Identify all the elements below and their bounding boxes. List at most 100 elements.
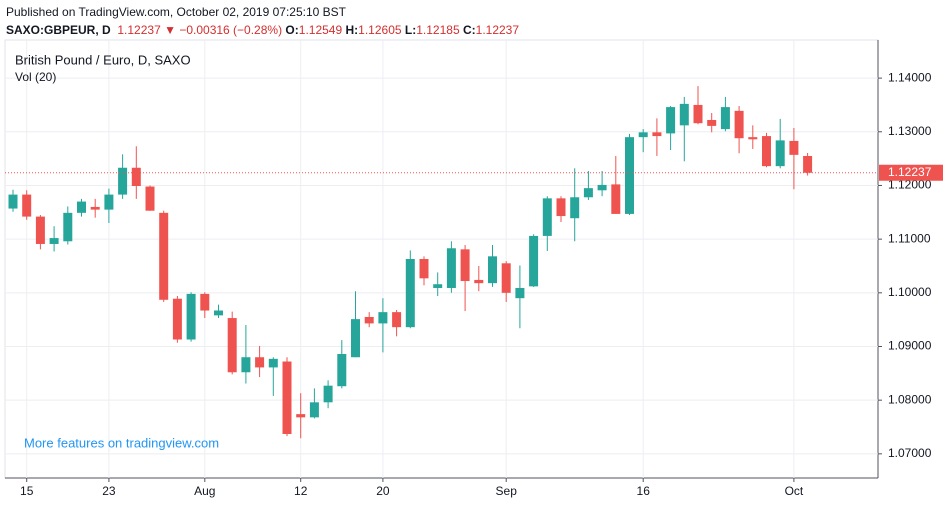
candle-body [118, 167, 128, 195]
candle-body [488, 256, 497, 284]
candle-body [172, 298, 182, 340]
close-label: C: [462, 23, 476, 37]
candle-body [255, 357, 265, 368]
candle-body [501, 263, 511, 293]
symbol: SAXO:GBPEUR, D [6, 23, 111, 37]
x-tick-label: 23 [102, 484, 116, 498]
header: Published on TradingView.com, October 02… [6, 3, 519, 39]
candle-body [63, 212, 73, 242]
y-tick-label: 1.09000 [888, 339, 932, 353]
candle-body [35, 216, 45, 244]
candle-body [542, 198, 552, 236]
candle-body [583, 188, 593, 198]
candle-body [214, 310, 223, 316]
change: −0.00316 (−0.28%) [179, 23, 283, 37]
candle-body [515, 287, 525, 299]
x-tick-label: Aug [194, 484, 215, 498]
candle-body [446, 248, 456, 288]
x-tick-label: 12 [294, 484, 308, 498]
y-tick-label: 1.10000 [888, 285, 932, 299]
candle-body [693, 104, 703, 124]
candle-body [775, 140, 785, 167]
candle-body [707, 119, 717, 126]
candle-body [159, 212, 169, 300]
candle-body [570, 197, 580, 219]
last: 1.12237 [117, 23, 161, 37]
open: 1.12549 [298, 23, 343, 37]
candle-body [652, 132, 662, 137]
chart-title: British Pound / Euro, D, SAXO [15, 52, 191, 67]
candle-body [556, 198, 566, 217]
candle-body [22, 194, 32, 217]
candle-body [638, 132, 648, 138]
candle-body [597, 184, 607, 191]
candle-body [666, 107, 676, 134]
candle-body [90, 206, 100, 210]
y-tick-label: 1.08000 [888, 392, 932, 406]
candle-body [337, 354, 347, 387]
candle-body [104, 194, 114, 210]
high-label: H: [345, 23, 359, 37]
y-tick-label: 1.13000 [888, 124, 932, 138]
candle-body [625, 137, 634, 214]
candle-body [296, 414, 306, 418]
candle-body [323, 385, 333, 403]
quote-line: SAXO:GBPEUR, D 1.12237 ▼ −0.00316 (−0.28… [6, 21, 519, 39]
close: 1.12237 [475, 23, 520, 37]
published-line: Published on TradingView.com, October 02… [6, 3, 519, 21]
candle-body [49, 238, 59, 244]
open-label: O: [285, 23, 299, 37]
candle-body [474, 279, 484, 284]
candle-body [611, 184, 621, 214]
chart-subtitle: Vol (20) [15, 70, 56, 84]
candle-body [351, 319, 360, 358]
low: 1.12185 [416, 23, 460, 37]
candle-body [364, 316, 374, 324]
arrow: ▼ [164, 23, 176, 37]
y-tick-label: 1.07000 [888, 446, 932, 460]
candle-body [734, 110, 744, 139]
candle-body [309, 402, 319, 418]
candle-body [131, 167, 141, 186]
candle-body [392, 312, 402, 328]
x-tick-label: 20 [376, 484, 390, 498]
y-tick-label: 1.12000 [888, 178, 932, 192]
candle-body [460, 249, 470, 282]
x-tick-label: 16 [637, 484, 651, 498]
candle-body [282, 361, 292, 434]
candle-body [762, 136, 771, 167]
y-tick-label: 1.14000 [888, 70, 932, 84]
candle-body [77, 201, 86, 213]
last-price-label: 1.12237 [888, 165, 932, 179]
x-tick-label: 15 [20, 484, 34, 498]
candle-body [748, 137, 758, 140]
watermark: More features on tradingview.com [24, 435, 219, 450]
published: Published on TradingView.com, October 02… [6, 5, 346, 19]
x-tick-label: Oct [785, 484, 804, 498]
x-tick-label: Sep [496, 484, 518, 498]
low-label: L: [404, 23, 417, 37]
candle-body [720, 107, 730, 130]
candle-body [241, 357, 251, 373]
y-tick-label: 1.11000 [888, 231, 931, 245]
candle-body [268, 358, 278, 368]
candle-body [145, 186, 155, 211]
candle-body [200, 293, 210, 311]
candle-body [679, 103, 689, 126]
candle-body [433, 284, 443, 288]
candle-body [419, 259, 429, 279]
candle-body [378, 312, 388, 324]
candle-body [789, 140, 799, 155]
plot-frame [4, 39, 879, 479]
candle-body [529, 235, 539, 287]
candles [8, 86, 813, 439]
last-price-box [879, 164, 943, 181]
candle-body [803, 155, 813, 173]
candle-body [8, 194, 18, 209]
grid [5, 40, 878, 478]
candle-body [405, 259, 415, 328]
high: 1.12605 [358, 23, 402, 37]
candle-body [227, 318, 237, 373]
